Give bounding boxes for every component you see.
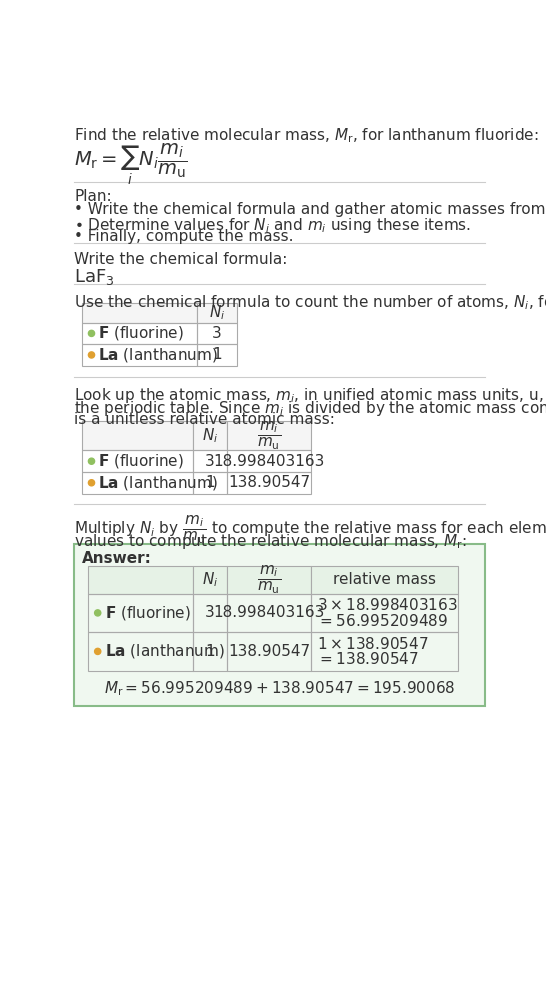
Bar — [227, 421, 311, 451]
Text: LaF$_3$: LaF$_3$ — [74, 267, 115, 288]
Bar — [74, 544, 485, 706]
Bar — [193, 566, 227, 594]
Text: • Write the chemical formula and gather atomic masses from the periodic table.: • Write the chemical formula and gather … — [74, 203, 546, 217]
Bar — [311, 566, 458, 594]
Text: 138.90547: 138.90547 — [228, 475, 310, 490]
Circle shape — [88, 352, 94, 358]
Text: $\dfrac{m_i}{m_{\mathrm{u}}}$: $\dfrac{m_i}{m_{\mathrm{u}}}$ — [257, 420, 281, 452]
Text: Plan:: Plan: — [74, 190, 112, 205]
Bar — [193, 594, 227, 632]
Bar — [82, 451, 193, 472]
Text: values to compute the relative molecular mass, $M_{\mathrm{r}}$:: values to compute the relative molecular… — [74, 533, 467, 551]
Bar — [311, 632, 458, 671]
Bar — [88, 594, 193, 632]
Bar — [82, 472, 193, 494]
Text: $\mathbf{La}$ (lanthanum): $\mathbf{La}$ (lanthanum) — [98, 474, 218, 492]
Bar — [197, 323, 237, 344]
Text: 138.90547: 138.90547 — [228, 644, 310, 659]
Text: 1: 1 — [212, 348, 222, 363]
Text: $\mathbf{F}$ (fluorine): $\mathbf{F}$ (fluorine) — [98, 324, 185, 343]
Bar — [311, 594, 458, 632]
Text: $\mathbf{La}$ (lanthanum): $\mathbf{La}$ (lanthanum) — [105, 642, 224, 660]
Bar — [82, 302, 197, 323]
Bar — [82, 323, 197, 344]
Text: $1 \times 138.90547$: $1 \times 138.90547$ — [317, 635, 429, 652]
Text: $\mathbf{F}$ (fluorine): $\mathbf{F}$ (fluorine) — [98, 453, 185, 470]
Circle shape — [88, 480, 94, 486]
Text: $\mathbf{La}$ (lanthanum): $\mathbf{La}$ (lanthanum) — [98, 346, 218, 364]
Text: 1: 1 — [205, 475, 215, 490]
Text: • Finally, compute the mass.: • Finally, compute the mass. — [74, 228, 294, 244]
Bar — [193, 472, 227, 494]
Bar — [193, 421, 227, 451]
Bar — [227, 451, 311, 472]
Bar — [197, 302, 237, 323]
Text: Write the chemical formula:: Write the chemical formula: — [74, 252, 288, 267]
Bar — [193, 632, 227, 671]
Circle shape — [88, 330, 94, 337]
Text: $= 138.90547$: $= 138.90547$ — [317, 651, 419, 667]
Text: Find the relative molecular mass, $M_{\mathrm{r}}$, for lanthanum fluoride:: Find the relative molecular mass, $M_{\m… — [74, 126, 539, 145]
Text: 1: 1 — [205, 644, 215, 659]
Bar — [193, 451, 227, 472]
Text: $M_{\mathrm{r}} = \sum_{i} N_i \dfrac{m_i}{m_{\mathrm{u}}}$: $M_{\mathrm{r}} = \sum_{i} N_i \dfrac{m_… — [74, 141, 188, 188]
Text: $= 56.995209489$: $= 56.995209489$ — [317, 613, 448, 628]
Bar — [88, 566, 193, 594]
Text: is a unitless relative atomic mass:: is a unitless relative atomic mass: — [74, 412, 335, 427]
Text: Multiply $N_i$ by $\dfrac{m_i}{m_{\mathrm{u}}}$ to compute the relative mass for: Multiply $N_i$ by $\dfrac{m_i}{m_{\mathr… — [74, 514, 546, 545]
Text: $N_i$: $N_i$ — [202, 427, 218, 446]
Bar — [88, 632, 193, 671]
Text: Look up the atomic mass, $m_i$, in unified atomic mass units, u, for each elemen: Look up the atomic mass, $m_i$, in unifi… — [74, 385, 546, 405]
Bar — [197, 344, 237, 366]
Text: $N_i$: $N_i$ — [209, 303, 225, 322]
Text: • Determine values for $N_i$ and $m_i$ using these items.: • Determine values for $N_i$ and $m_i$ u… — [74, 215, 472, 234]
Circle shape — [88, 458, 94, 464]
Text: 18.998403163: 18.998403163 — [213, 453, 325, 468]
Text: 3: 3 — [212, 326, 222, 341]
Text: $\mathbf{F}$ (fluorine): $\mathbf{F}$ (fluorine) — [105, 604, 191, 621]
Bar — [227, 594, 311, 632]
Bar — [227, 632, 311, 671]
Text: relative mass: relative mass — [333, 572, 436, 587]
Bar — [82, 421, 193, 451]
Text: $3 \times 18.998403163$: $3 \times 18.998403163$ — [317, 597, 458, 614]
Text: 3: 3 — [205, 453, 215, 468]
Text: 18.998403163: 18.998403163 — [213, 606, 325, 620]
Text: 3: 3 — [205, 606, 215, 620]
Circle shape — [94, 610, 101, 616]
Circle shape — [94, 648, 101, 654]
Text: $M_{\mathrm{r}} = 56.995209489 + 138.90547 = 195.90068$: $M_{\mathrm{r}} = 56.995209489 + 138.905… — [104, 680, 455, 699]
Bar — [227, 472, 311, 494]
Bar — [227, 566, 311, 594]
Text: Answer:: Answer: — [82, 550, 152, 565]
Text: the periodic table. Since $m_i$ is divided by the atomic mass constant, $m_{\mat: the periodic table. Since $m_i$ is divid… — [74, 399, 546, 418]
Text: $N_i$: $N_i$ — [202, 570, 218, 589]
Text: $\dfrac{m_i}{m_{\mathrm{u}}}$: $\dfrac{m_i}{m_{\mathrm{u}}}$ — [257, 564, 281, 596]
Bar — [82, 344, 197, 366]
Text: Use the chemical formula to count the number of atoms, $N_i$, for each element:: Use the chemical formula to count the nu… — [74, 293, 546, 312]
